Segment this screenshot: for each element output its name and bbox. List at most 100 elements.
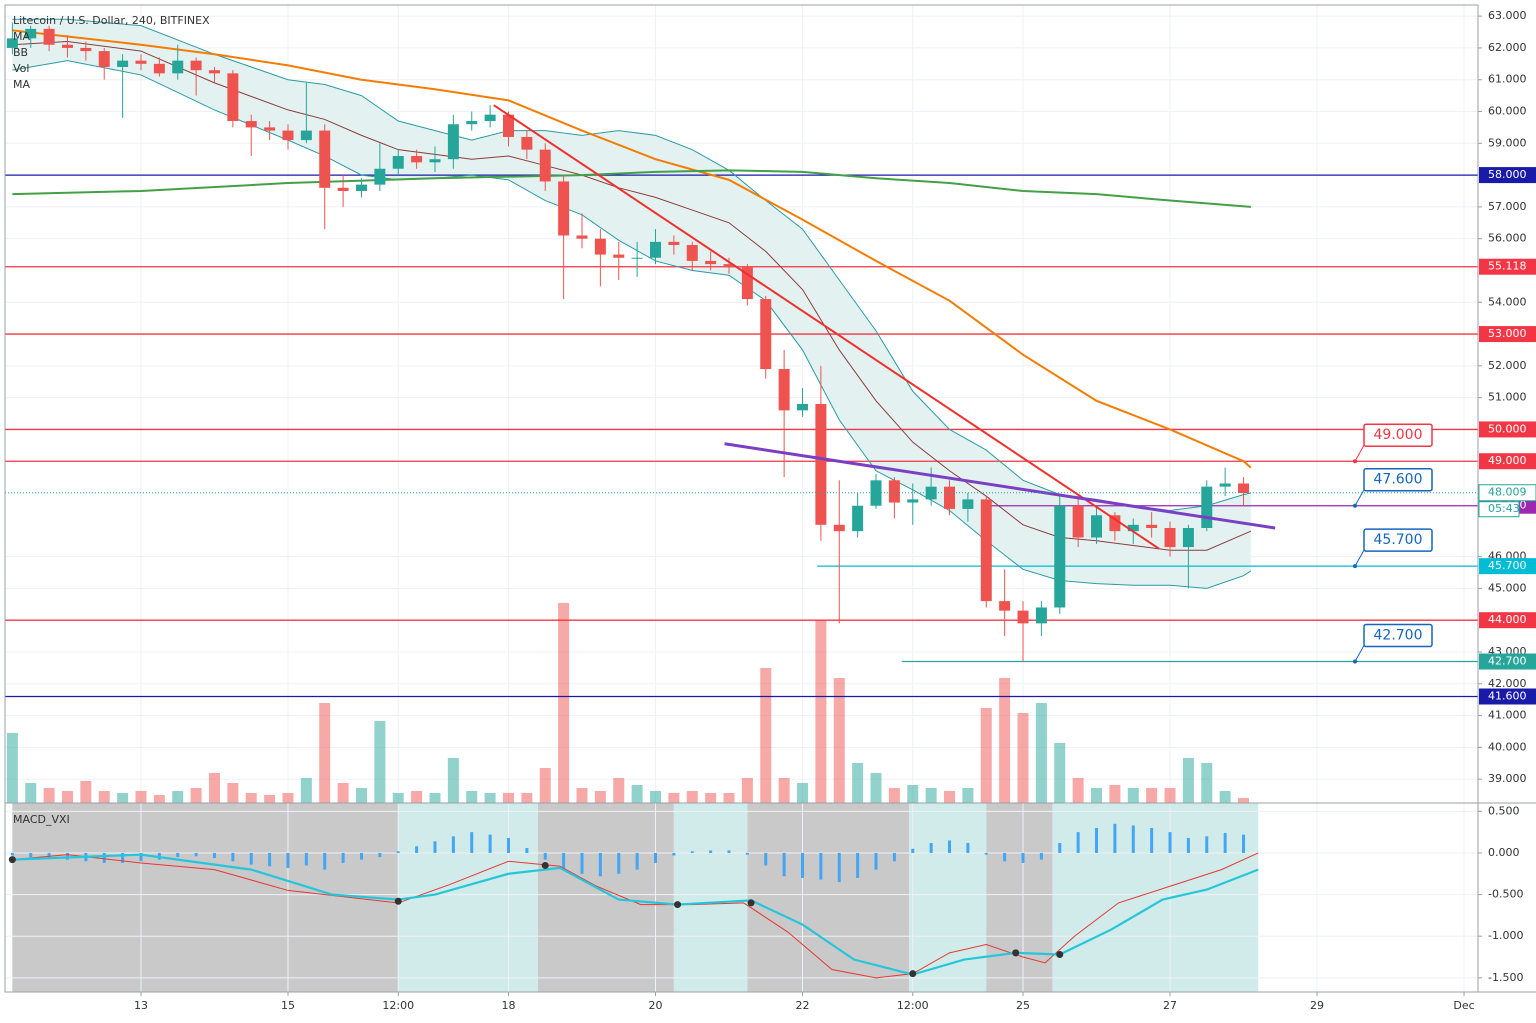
callout-leader (1354, 489, 1365, 506)
y-tick-label: 51.000 (1488, 391, 1527, 404)
volume-bar (778, 778, 790, 803)
y-tick-label: 41.000 (1488, 709, 1527, 722)
callout-label: 45.700 (1374, 532, 1423, 548)
macd-histogram-bar (396, 851, 400, 853)
macd-histogram-bar (1058, 842, 1062, 853)
legend-item[interactable]: BB (13, 46, 28, 59)
volume-bar (594, 791, 606, 803)
callout-box (1363, 467, 1433, 492)
level-label-bg (1479, 326, 1536, 343)
level-label-bg (1479, 421, 1536, 438)
level-label: 45.700 (1488, 559, 1527, 572)
candle-body (870, 480, 882, 506)
volume-bar (741, 778, 753, 803)
callout-box (1363, 623, 1433, 648)
macd-histogram-bar (212, 852, 216, 858)
x-tick-label: 18 (501, 999, 515, 1012)
candle-body (576, 235, 588, 239)
x-tick-label: 12:00 (382, 999, 414, 1012)
candle-body (797, 404, 809, 411)
macd-histogram-bar (29, 852, 33, 858)
candle-body (1219, 483, 1231, 487)
legend-item[interactable]: Vol (13, 62, 29, 75)
volume-bar (135, 791, 147, 803)
candle-body (980, 499, 992, 602)
macd-histogram-bar (801, 852, 805, 878)
macd-histogram-bar (304, 852, 308, 866)
volume-bar (1201, 763, 1213, 803)
macd-histogram-bar (1095, 827, 1099, 853)
overlay: Litecoin / U.S. Dollar, 240, BITFINEX MA… (13, 14, 1433, 826)
volume-bar (6, 733, 18, 803)
level-label-bg (1479, 453, 1536, 470)
macd-histogram-bar (1168, 832, 1172, 853)
level-label-bg (1479, 653, 1536, 670)
volume-bar (484, 793, 496, 803)
x-tick-label: 27 (1163, 999, 1177, 1012)
level-label-bg (1479, 258, 1536, 275)
candle-body (944, 486, 956, 509)
volume-bar (429, 793, 441, 803)
macd-histogram-bar (929, 842, 933, 853)
cross-dot (541, 861, 549, 869)
level-label: 42.700 (1488, 655, 1527, 668)
level-label: 44.000 (1488, 613, 1527, 626)
price-plot (5, 18, 1478, 803)
candle-body (999, 601, 1011, 611)
macd-histogram-bar (1223, 832, 1227, 853)
callout-box (1363, 528, 1433, 552)
indicator-title[interactable]: MACD_VXI (13, 813, 70, 826)
macd-histogram-bar (470, 832, 474, 853)
band-lower (12, 60, 1252, 589)
callout-box (1363, 423, 1433, 447)
y-tick-label: 54.000 (1488, 295, 1527, 308)
legend-item[interactable]: MA (13, 78, 30, 91)
macd-histogram-bar (709, 850, 713, 853)
candle-body (25, 28, 37, 39)
candle-body (686, 245, 698, 261)
volume-bar (392, 793, 404, 803)
band-middle (12, 41, 1252, 551)
candle-body (447, 124, 459, 160)
macd-histogram-bar (323, 852, 327, 870)
macd-histogram-bar (598, 852, 602, 877)
callout-leader (1354, 549, 1365, 567)
volume-bar (815, 620, 827, 803)
legend-item[interactable]: MA (13, 30, 30, 43)
y-tick-label: -1.500 (1488, 971, 1523, 984)
candle-body (631, 257, 643, 259)
cross-dot (1056, 951, 1064, 959)
level-label-bg (1479, 167, 1536, 184)
volume-bar (668, 793, 680, 803)
candle-body (1017, 610, 1029, 624)
y-tick-label: -0.500 (1488, 888, 1523, 901)
macd-histogram-bar (617, 852, 621, 874)
macd-histogram-bar (488, 834, 492, 853)
y-tick-label: 52.000 (1488, 359, 1527, 372)
macd-histogram-bar (782, 852, 786, 877)
candle-body (6, 38, 18, 48)
candle-body (466, 121, 478, 125)
volume-bar (833, 678, 845, 803)
y-tick-label: -1.000 (1488, 929, 1523, 942)
volume-bar (760, 668, 772, 803)
level-label: 58.000 (1488, 168, 1527, 181)
macd-histogram-bar (1003, 852, 1007, 862)
candle-body (778, 369, 790, 411)
moving-average (12, 29, 1252, 469)
candle-body (264, 127, 276, 131)
macd-line (12, 852, 1259, 979)
volume-bar (705, 793, 717, 803)
candle-body (1072, 505, 1084, 538)
callout-label: 49.000 (1374, 427, 1423, 443)
level-label: 50.000 (1488, 422, 1527, 435)
level-label-bg (1479, 558, 1536, 575)
macd-histogram-bar (1021, 852, 1025, 863)
volume-bar (355, 788, 367, 803)
candle-body (1146, 524, 1158, 528)
macd-histogram-bar (1076, 832, 1080, 853)
volume-bar (870, 773, 882, 803)
volume-bar (1219, 791, 1231, 803)
candle-body (282, 130, 294, 141)
